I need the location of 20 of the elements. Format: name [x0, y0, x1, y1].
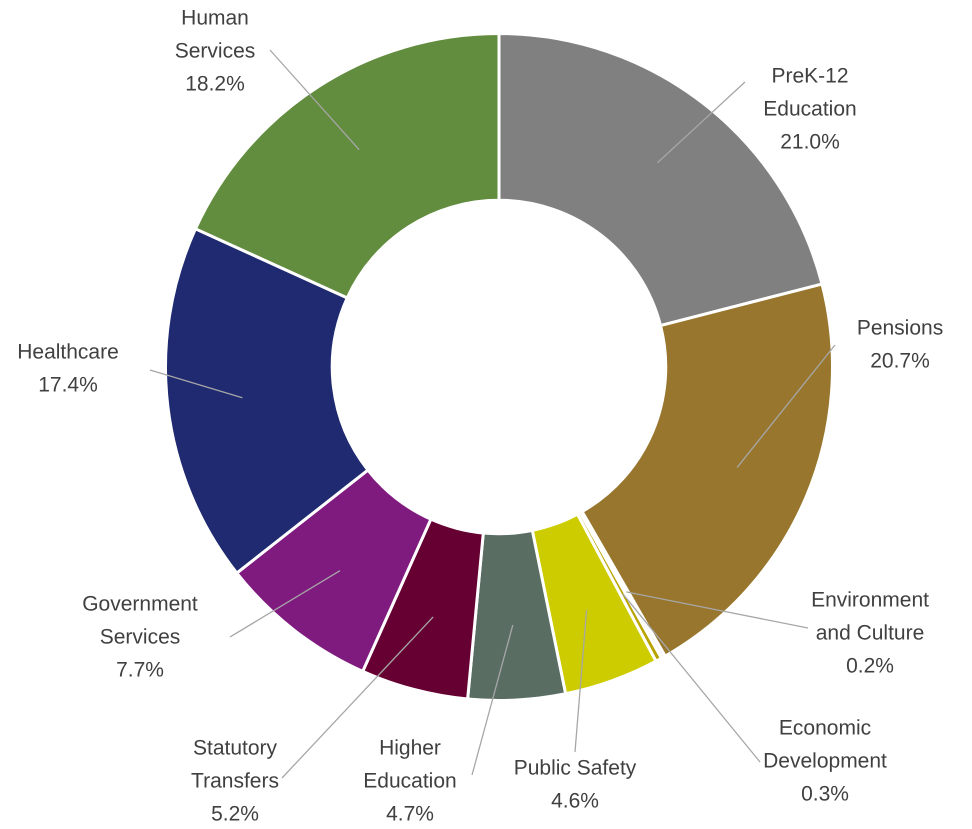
slice-label: Healthcare	[17, 340, 119, 364]
data-label: 0.3%	[801, 782, 849, 806]
slice-label: Human Services	[174, 6, 256, 62]
data-label: 21.0%	[780, 130, 840, 154]
data-label: 5.2%	[211, 802, 259, 826]
slice-label: Pensions	[856, 316, 944, 340]
slice-label: Economic Development	[763, 716, 888, 772]
data-label: 4.6%	[551, 789, 599, 812]
slice-label: Public Safety	[514, 756, 637, 780]
slice-label: PreK-12 Education	[763, 64, 857, 120]
data-label: 17.4%	[38, 373, 98, 396]
data-label: 20.7%	[870, 349, 930, 372]
data-label: 0.2%	[846, 654, 894, 678]
slice-label: Statutory Transfers	[191, 736, 279, 792]
data-label: 4.7%	[386, 802, 434, 826]
data-label: 18.2%	[185, 72, 245, 96]
slice-label: Higher Education	[363, 736, 457, 792]
data-label: 7.7%	[116, 658, 164, 682]
slice-label: Government Services	[82, 592, 198, 648]
slice-label: Environment and Culture	[811, 588, 930, 644]
